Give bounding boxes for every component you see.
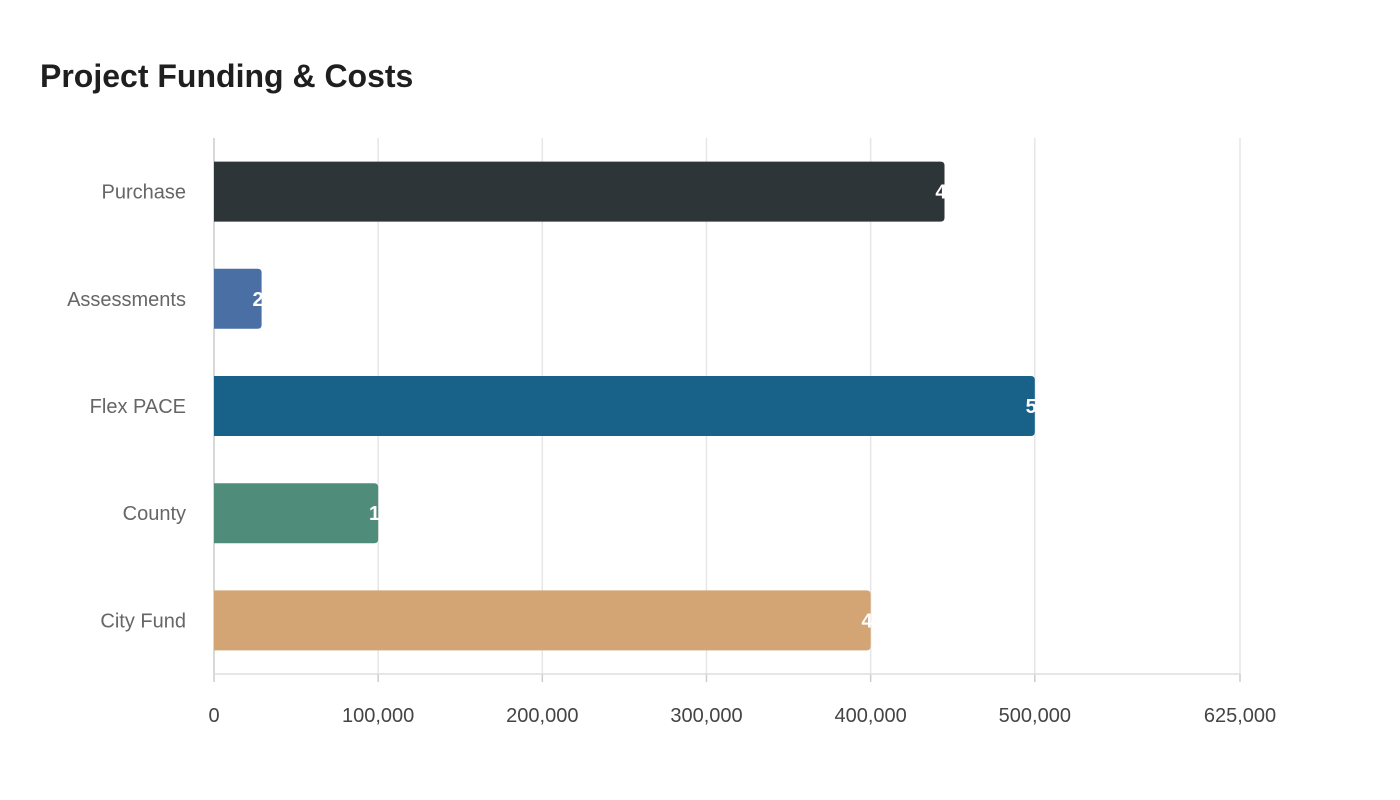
bar-data-label: 1 [369, 503, 380, 525]
category-label: County [123, 503, 186, 525]
bar-data-label: 4 [862, 610, 874, 632]
category-labels: Purchase Assessments Flex PACE County City F… [67, 182, 186, 633]
bar[interactable] [214, 268, 262, 329]
x-tick-labels: 0 100,000 200,000 300,000 400,000 500,000 625,… [208, 705, 1276, 727]
category-label: Assessments [67, 289, 186, 311]
bar[interactable] [214, 161, 945, 222]
x-tick-label: 500,000 [999, 705, 1071, 727]
bar-data-label: 4 [935, 182, 947, 204]
bar-data-label: 2 [252, 289, 263, 311]
x-tick-label: 400,000 [834, 705, 906, 727]
x-tick-label: 200,000 [506, 705, 578, 727]
bar[interactable] [214, 483, 379, 544]
category-label: Purchase [102, 182, 187, 204]
x-tick-label: 300,000 [670, 705, 742, 727]
chart-title: Project Funding & Costs [40, 58, 414, 94]
x-tick-label: 625,000 [1204, 705, 1276, 727]
bar[interactable] [214, 376, 1035, 436]
category-label: Flex PACE [90, 396, 186, 418]
bars: 4 2 5 1 4 [214, 161, 1037, 651]
x-tick-label: 0 [208, 705, 219, 727]
x-tick-label: 100,000 [342, 705, 414, 727]
bar[interactable] [214, 590, 871, 651]
bar-data-label: 5 [1026, 396, 1037, 418]
category-label: City Fund [100, 610, 186, 632]
